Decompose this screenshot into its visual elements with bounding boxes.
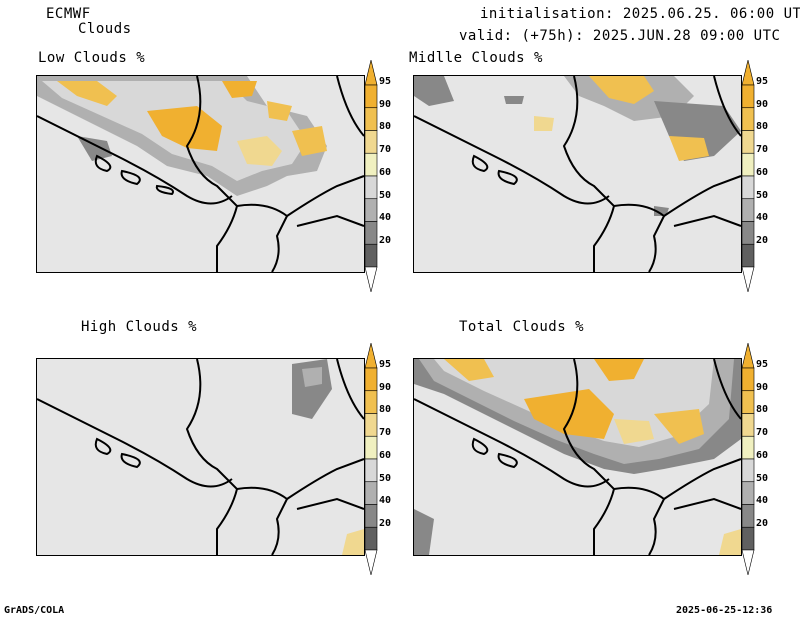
colorbar-max-triangle xyxy=(741,60,755,86)
colorbar-tick-label: 80 xyxy=(379,121,392,133)
footer-timestamp: 2025-06-25-12:36 xyxy=(676,605,773,616)
colorbar-swatch xyxy=(364,198,378,222)
colorbar-min-triangle xyxy=(741,266,755,292)
colorbar-tick-label: 70 xyxy=(379,144,392,155)
colorbar-swatch xyxy=(741,458,755,483)
panel-title-middle: Midlle Clouds % xyxy=(409,50,543,66)
colorbar-swatch xyxy=(741,435,755,460)
colorbar-swatch xyxy=(364,152,378,177)
colorbar-swatch xyxy=(741,152,755,177)
colorbar-tick-label: 50 xyxy=(756,189,769,201)
colorbar-min-triangle xyxy=(364,549,378,575)
colorbar-swatch xyxy=(741,481,755,505)
colorbar-low: 95 90 80 70 60 50 40 20 xyxy=(364,60,394,292)
colorbar-swatch xyxy=(364,413,378,437)
colorbar-swatch xyxy=(741,84,755,109)
colorbar-tick-label: 70 xyxy=(379,427,392,438)
colorbar-tick-label: 20 xyxy=(756,518,769,529)
colorbar-swatch xyxy=(364,84,378,109)
colorbar-tick-label: 95 xyxy=(756,75,769,87)
colorbar-min-triangle xyxy=(741,549,755,575)
colorbar-swatch xyxy=(364,130,378,154)
colorbar-graphic xyxy=(741,60,755,292)
colorbar-graphic xyxy=(364,343,378,575)
colorbar-tick-label: 70 xyxy=(756,144,769,155)
colorbar-swatch xyxy=(741,221,755,245)
colorbar-swatch xyxy=(364,526,378,551)
colorbar-tick-label: 70 xyxy=(756,427,769,438)
colorbar-tick-label: 20 xyxy=(379,235,392,246)
colorbar-swatch xyxy=(364,221,378,245)
colorbar-swatch xyxy=(364,107,378,131)
map-low-clouds xyxy=(36,75,365,273)
colorbar-high: 95 90 80 70 60 50 40 20 xyxy=(364,343,394,575)
colorbar-tick-label: 60 xyxy=(756,166,769,178)
colorbar-swatch xyxy=(364,367,378,392)
panel-title-total: Total Clouds % xyxy=(459,319,585,335)
footer-software: GrADS/COLA xyxy=(4,605,65,616)
colorbar-swatch xyxy=(741,390,755,414)
map-middle-clouds xyxy=(413,75,742,273)
map-total-clouds xyxy=(413,358,742,556)
colorbar-tick-label: 60 xyxy=(379,166,392,178)
colorbar-tick-label: 50 xyxy=(756,472,769,484)
colorbar-tick-label: 95 xyxy=(379,358,392,370)
product-label: Clouds xyxy=(78,21,132,37)
colorbar-tick-label: 60 xyxy=(756,449,769,461)
colorbar-tick-label: 40 xyxy=(756,495,769,507)
colorbar-swatch xyxy=(741,130,755,154)
colorbar-tick-label: 90 xyxy=(756,98,769,110)
colorbar-swatch xyxy=(364,243,378,268)
valid-time: valid: (+75h): 2025.JUN.28 09:00 UTC xyxy=(459,28,781,44)
colorbar-tick-label: 50 xyxy=(379,189,392,201)
colorbar-max-triangle xyxy=(364,343,378,369)
colorbar-tick-label: 95 xyxy=(756,358,769,370)
colorbar-swatch xyxy=(741,243,755,268)
colorbar-tick-label: 20 xyxy=(379,518,392,529)
colorbar-swatch xyxy=(364,458,378,483)
colorbar-swatch xyxy=(741,367,755,392)
colorbar-max-triangle xyxy=(364,60,378,86)
colorbar-tick-label: 90 xyxy=(379,98,392,110)
colorbar-tick-label: 50 xyxy=(379,472,392,484)
model-label: ECMWF xyxy=(46,6,91,22)
colorbar-tick-label: 80 xyxy=(379,404,392,416)
colorbar-swatch xyxy=(364,435,378,460)
map-high-clouds xyxy=(36,358,365,556)
colorbar-swatch xyxy=(741,107,755,131)
colorbar-middle: 95 90 80 70 60 50 40 20 xyxy=(741,60,771,292)
colorbar-max-triangle xyxy=(741,343,755,369)
colorbar-swatch xyxy=(741,413,755,437)
colorbar-swatch xyxy=(741,526,755,551)
colorbar-tick-label: 40 xyxy=(756,212,769,224)
colorbar-swatch xyxy=(364,175,378,200)
colorbar-graphic xyxy=(741,343,755,575)
colorbar-tick-label: 40 xyxy=(379,212,392,224)
colorbar-tick-label: 95 xyxy=(379,75,392,87)
colorbar-swatch xyxy=(364,481,378,505)
colorbar-tick-label: 80 xyxy=(756,121,769,133)
colorbar-tick-label: 90 xyxy=(756,381,769,393)
colorbar-tick-label: 60 xyxy=(379,449,392,461)
colorbar-tick-label: 90 xyxy=(379,381,392,393)
colorbar-min-triangle xyxy=(364,266,378,292)
colorbar-tick-label: 40 xyxy=(379,495,392,507)
panel-title-low: Low Clouds % xyxy=(38,50,146,66)
colorbar-graphic xyxy=(364,60,378,292)
colorbar-swatch xyxy=(741,198,755,222)
init-time: initialisation: 2025.06.25. 06:00 UTC xyxy=(480,6,800,22)
colorbar-tick-label: 80 xyxy=(756,404,769,416)
colorbar-swatch xyxy=(364,390,378,414)
colorbar-swatch xyxy=(364,504,378,528)
colorbar-total: 95 90 80 70 60 50 40 20 xyxy=(741,343,771,575)
colorbar-swatch xyxy=(741,175,755,200)
panel-title-high: High Clouds % xyxy=(81,319,198,335)
colorbar-swatch xyxy=(741,504,755,528)
colorbar-tick-label: 20 xyxy=(756,235,769,246)
